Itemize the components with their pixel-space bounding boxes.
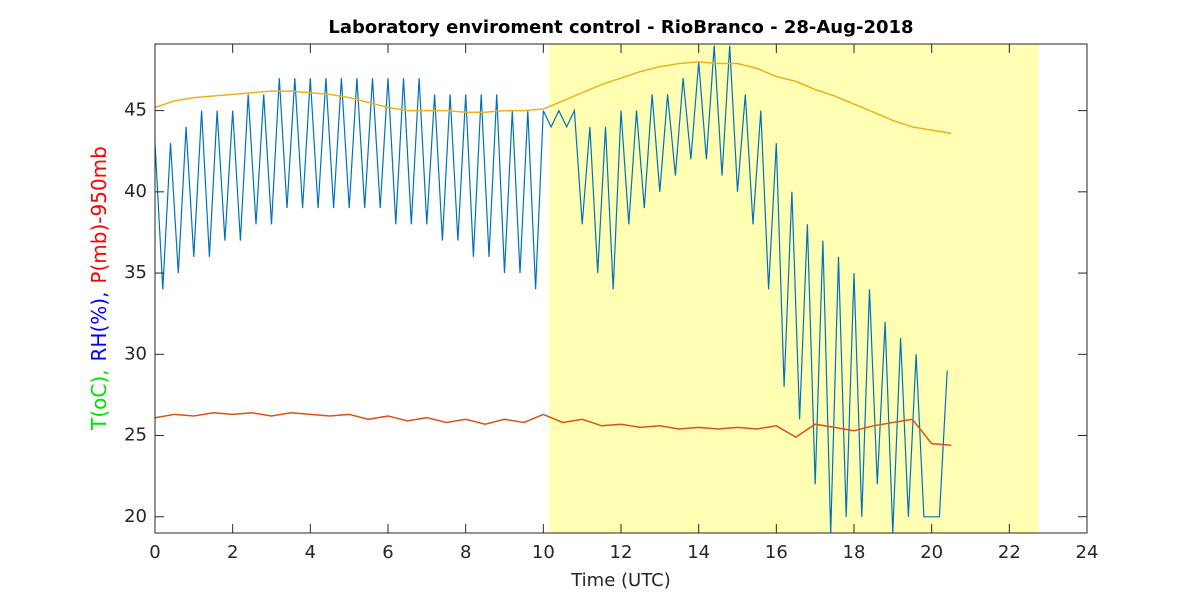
series-line [155, 61, 952, 135]
x-tick-label: 22 [998, 542, 1021, 563]
x-tick-label: 18 [843, 542, 866, 563]
x-tick-label: 20 [920, 542, 943, 563]
x-tick-label: 2 [227, 542, 238, 563]
y-tick-label: 40 [124, 181, 147, 202]
x-tick-label: 10 [532, 542, 555, 563]
series-line [155, 45, 948, 533]
y-tick-label: 30 [124, 343, 147, 364]
series-line [155, 412, 952, 447]
x-tick-label: 24 [1076, 542, 1099, 563]
y-tick-label: 25 [124, 425, 147, 446]
x-tick-label: 6 [382, 542, 393, 563]
y-axis-label: T(oC), RH(%), P(mb)-950mb [87, 146, 111, 431]
x-tick-label: 12 [610, 542, 633, 563]
y-tick-label: 20 [124, 506, 147, 527]
x-tick-label: 0 [149, 542, 160, 563]
y-label-part: RH(%), [87, 292, 111, 362]
x-tick-label: 4 [305, 542, 316, 563]
x-tick-label: 8 [460, 542, 471, 563]
x-axis-label: Time (UTC) [570, 570, 671, 591]
y-tick-label: 45 [124, 100, 147, 121]
plot-lines [155, 45, 952, 533]
x-tick-label: 14 [687, 542, 710, 563]
y-label-part: P(mb)-950mb [87, 146, 111, 283]
highlight-region [549, 44, 1039, 533]
chart-title: Laboratory enviroment control - RioBranc… [328, 17, 913, 38]
x-tick-label: 16 [765, 542, 788, 563]
y-label-part: T(oC), [87, 369, 111, 430]
y-tick-label: 35 [124, 262, 147, 283]
